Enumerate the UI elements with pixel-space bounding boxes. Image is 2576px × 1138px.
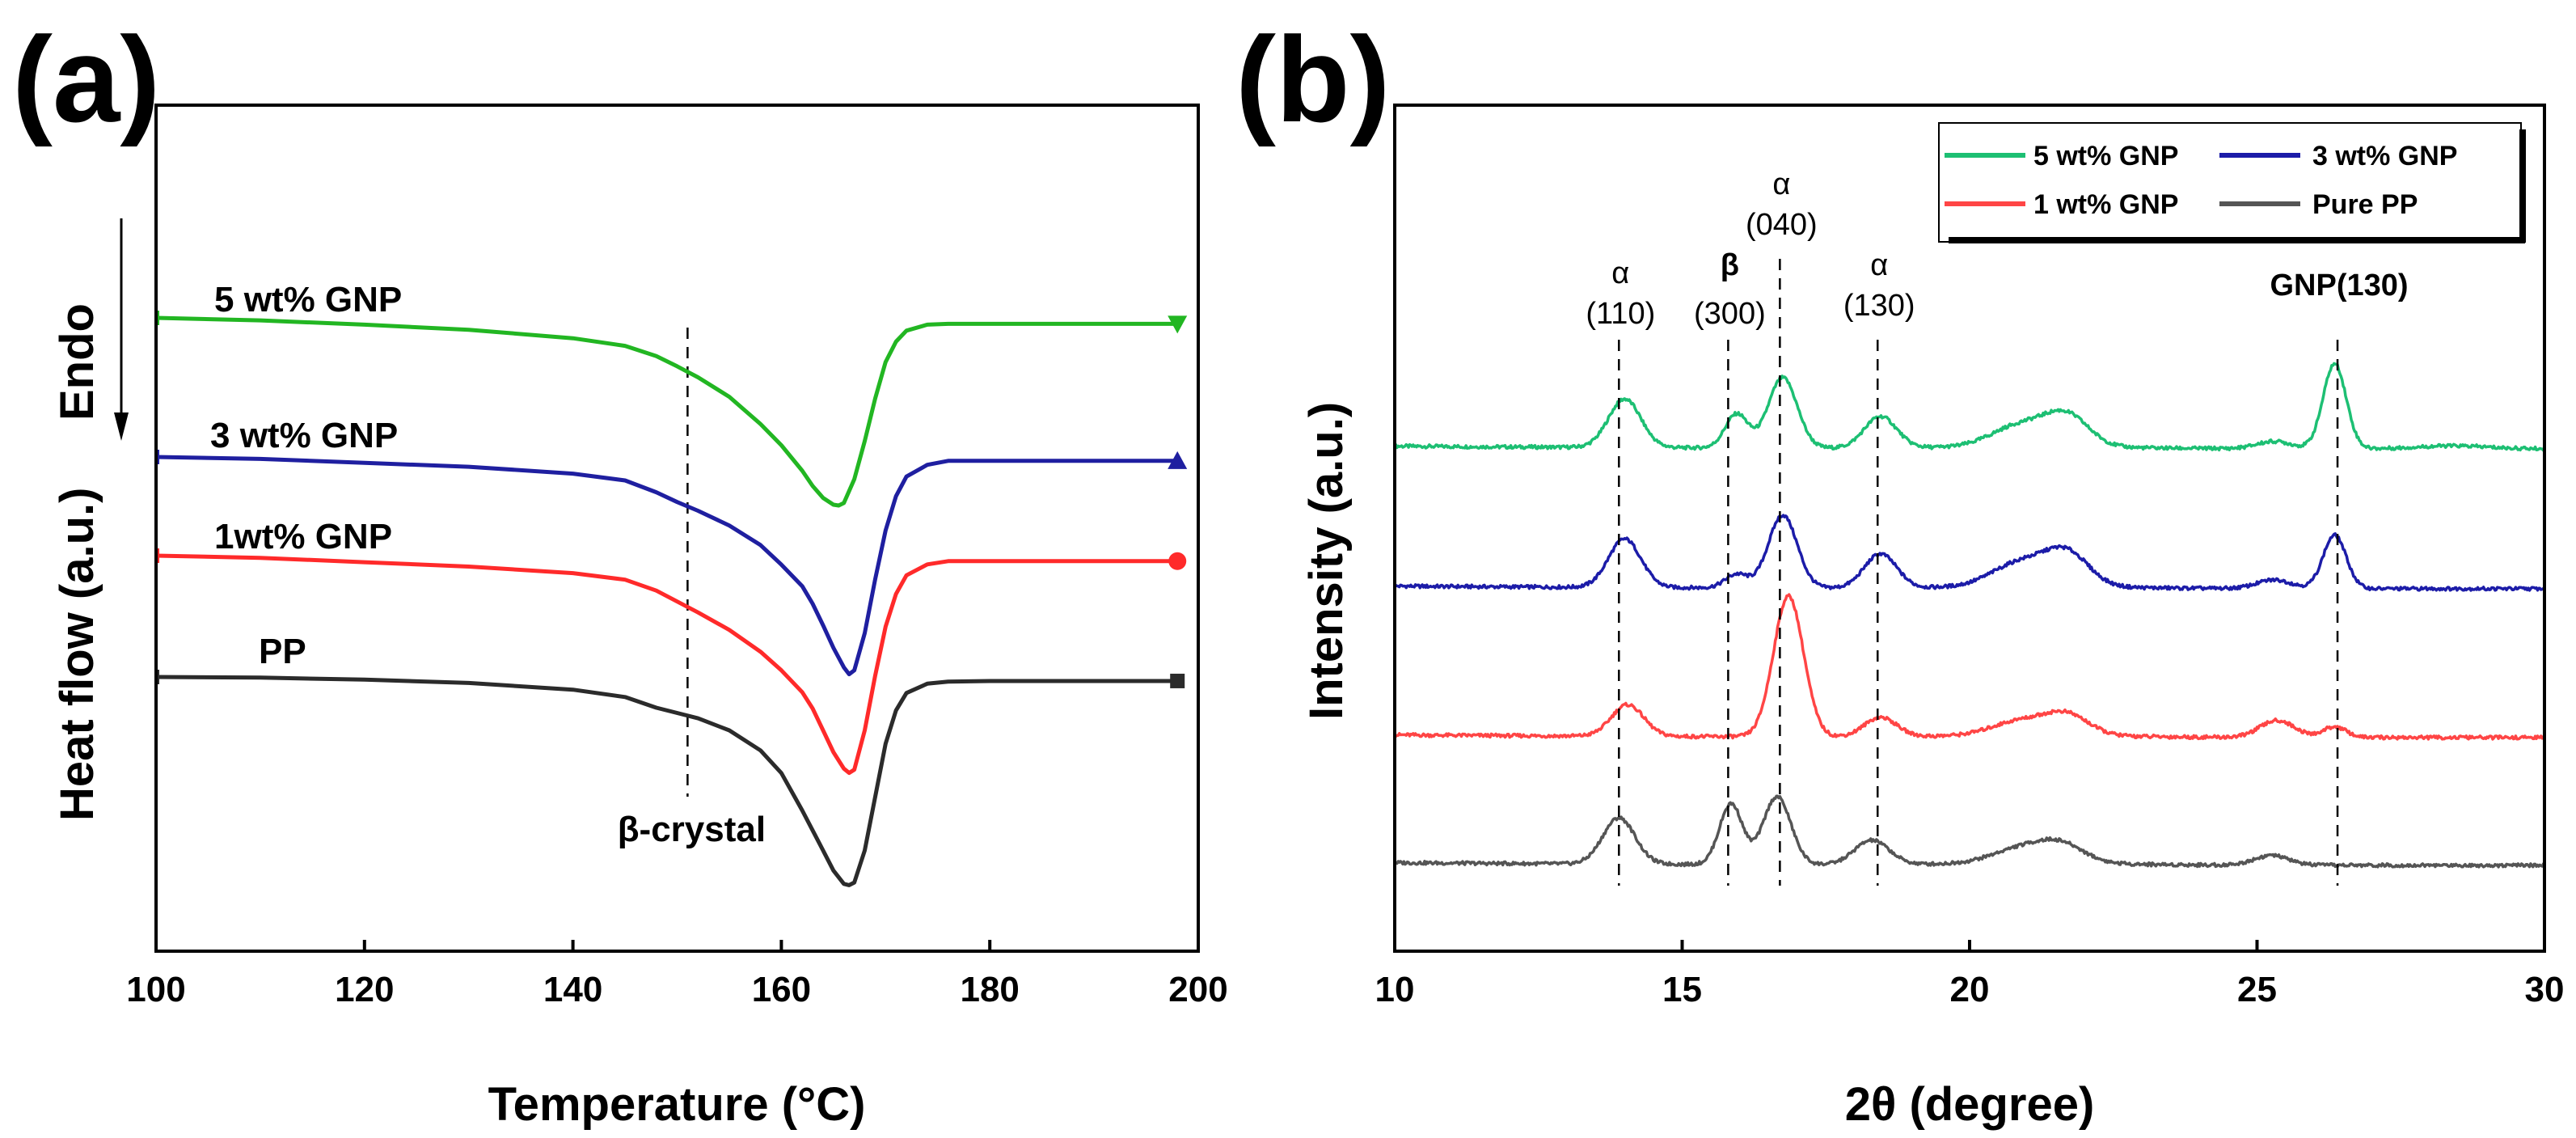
panel-a-label: (a) bbox=[12, 11, 160, 147]
peak-hkl-4: GNP(130) bbox=[2270, 269, 2409, 302]
endo-arrow-icon bbox=[114, 218, 129, 441]
x-tick-label-a-4: 180 bbox=[960, 970, 1019, 1009]
xrd-curve-0 bbox=[1393, 362, 2546, 452]
series-label-5wt: 5 wt% GNP bbox=[214, 280, 402, 319]
x-tick-label-b-3: 25 bbox=[2237, 970, 2277, 1009]
dsc-series-group bbox=[155, 311, 1188, 887]
x-tick-label-a-3: 160 bbox=[752, 970, 811, 1009]
legend: 5 wt% GNP 3 wt% GNP 1 wt% GNP Pure PP bbox=[1938, 122, 2526, 243]
x-tick-label-a-1: 120 bbox=[335, 970, 394, 1009]
series-label-3wt: 3 wt% GNP bbox=[210, 416, 398, 455]
peak-greek-2: α bbox=[1772, 167, 1790, 201]
peak-hkl-1: (300) bbox=[1694, 297, 1766, 331]
series-label-1wt: 1wt% GNP bbox=[214, 517, 392, 556]
x-tick-label-a-5: 200 bbox=[1168, 970, 1227, 1009]
y-axis-title-b: Intensity (a.u.) bbox=[1300, 402, 1353, 720]
dsc-chart: 100 120 140 160 180 200 β-crystal 5 wt% GNP 3… bbox=[51, 104, 1228, 1131]
legend-label-purepp: Pure PP bbox=[2312, 189, 2418, 220]
legend-label-1wt: 1 wt% GNP bbox=[2033, 189, 2178, 220]
peak-greek-3: α bbox=[1870, 248, 1888, 282]
panel-b-label: (b) bbox=[1235, 11, 1391, 147]
dsc-curve-0 bbox=[155, 675, 1178, 887]
xrd-curve-3 bbox=[1394, 794, 2546, 869]
xrd-curve-1 bbox=[1393, 514, 2546, 592]
dsc-end-marker-3 bbox=[1168, 315, 1188, 334]
xrd-chart: α (110) β (300) α (040) α (130) GNP(130) 10 15 20 2… bbox=[1300, 104, 2565, 1131]
peak-labels: α (110) β (300) α (040) α (130) GNP(130) bbox=[1586, 167, 2408, 331]
peak-hkl-3: (130) bbox=[1843, 289, 1915, 323]
dsc-end-marker-0 bbox=[1170, 673, 1185, 688]
xrd-curve-2 bbox=[1394, 593, 2546, 741]
peak-hkl-2: (040) bbox=[1746, 208, 1818, 242]
x-tick-label-a-2: 140 bbox=[543, 970, 602, 1009]
beta-crystal-label: β-crystal bbox=[618, 810, 766, 849]
dsc-curve-3 bbox=[155, 315, 1178, 508]
plot-frame-a bbox=[154, 104, 1200, 953]
x-ticks-a: 100 120 140 160 180 200 bbox=[126, 940, 1228, 1009]
x-axis-title-a: Temperature (°C) bbox=[488, 1078, 866, 1131]
dsc-curve-2 bbox=[155, 455, 1178, 677]
peak-greek-0: α bbox=[1611, 256, 1629, 290]
peak-reference-lines bbox=[1618, 259, 2339, 886]
series-label-pp: PP bbox=[259, 632, 306, 671]
legend-label-3wt: 3 wt% GNP bbox=[2312, 141, 2457, 171]
x-tick-label-b-0: 10 bbox=[1375, 970, 1415, 1009]
legend-box bbox=[1938, 122, 2522, 243]
peak-greek-1: β bbox=[1721, 248, 1739, 282]
x-ticks-b: 10 15 20 25 30 bbox=[1375, 940, 2565, 1009]
x-axis-title-b: 2θ (degree) bbox=[1845, 1078, 2095, 1131]
x-tick-label-b-2: 20 bbox=[1950, 970, 1990, 1009]
y-axis-title-a: Heat flow (a.u.) bbox=[51, 488, 103, 821]
legend-label-5wt: 5 wt% GNP bbox=[2033, 141, 2178, 171]
x-tick-label-b-4: 30 bbox=[2525, 970, 2565, 1009]
dsc-curve-1 bbox=[155, 553, 1178, 776]
endo-label: Endo bbox=[51, 303, 103, 421]
peak-hkl-0: (110) bbox=[1586, 297, 1655, 331]
dsc-end-marker-1 bbox=[1168, 552, 1187, 570]
xrd-series-group bbox=[1393, 362, 2546, 869]
x-tick-label-b-1: 15 bbox=[1662, 970, 1702, 1009]
dsc-end-marker-2 bbox=[1168, 451, 1188, 469]
x-tick-label-a-0: 100 bbox=[126, 970, 185, 1009]
